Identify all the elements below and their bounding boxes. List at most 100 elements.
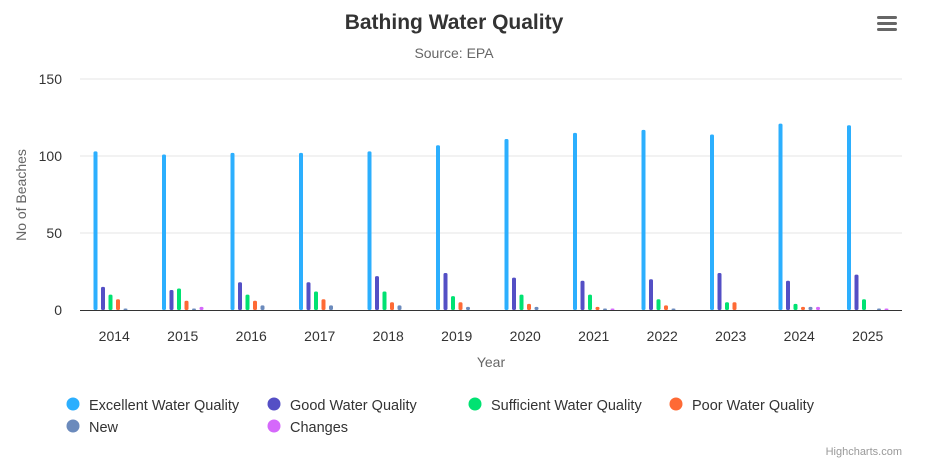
bar-good-water-quality-2018[interactable] <box>375 276 379 310</box>
bar-excellent-water-quality-2023[interactable] <box>710 134 714 310</box>
bar-excellent-water-quality-2024[interactable] <box>778 123 783 310</box>
bar-sufficient-water-quality-2023[interactable] <box>725 302 729 310</box>
bar-poor-water-quality-2019[interactable] <box>458 302 463 310</box>
bar-sufficient-water-quality-2021[interactable] <box>588 294 592 310</box>
legend-label: Sufficient Water Quality <box>491 398 642 414</box>
category-group-2017 <box>299 152 333 310</box>
bar-good-water-quality-2024[interactable] <box>786 280 790 310</box>
legend-marker <box>66 397 80 411</box>
bar-poor-water-quality-2024[interactable] <box>801 306 805 310</box>
bar-excellent-water-quality-2017[interactable] <box>299 152 303 310</box>
bar-good-water-quality-2021[interactable] <box>580 280 585 310</box>
bar-sufficient-water-quality-2025[interactable] <box>862 299 866 310</box>
x-tick-label: 2014 <box>99 328 130 344</box>
y-tick-label: 50 <box>46 225 62 241</box>
bar-sufficient-water-quality-2016[interactable] <box>245 294 250 310</box>
y-tick-label: 0 <box>54 302 62 318</box>
x-tick-label: 2023 <box>715 328 746 344</box>
bar-new-2021[interactable] <box>603 308 607 310</box>
category-group-2015 <box>162 154 204 310</box>
category-group-2020 <box>504 139 539 310</box>
bar-excellent-water-quality-2014[interactable] <box>93 151 98 310</box>
x-tick-label: 2022 <box>647 328 678 344</box>
bar-poor-water-quality-2021[interactable] <box>595 306 600 310</box>
bar-excellent-water-quality-2019[interactable] <box>436 145 440 310</box>
bar-excellent-water-quality-2015[interactable] <box>162 154 166 310</box>
bar-sufficient-water-quality-2022[interactable] <box>656 299 661 310</box>
legend-item-changes[interactable]: Changes <box>267 419 349 437</box>
bar-changes-2024[interactable] <box>816 306 820 310</box>
bar-new-2020[interactable] <box>534 306 539 310</box>
legend-marker <box>468 397 482 411</box>
bar-new-2024[interactable] <box>808 306 813 310</box>
chart-title: Bathing Water Quality <box>345 11 564 34</box>
bar-sufficient-water-quality-2018[interactable] <box>382 291 387 310</box>
bar-good-water-quality-2022[interactable] <box>649 279 653 310</box>
category-group-2016 <box>230 152 265 310</box>
category-group-2021 <box>573 132 615 310</box>
bar-new-2014[interactable] <box>123 308 128 310</box>
bar-new-2022[interactable] <box>671 308 676 310</box>
bar-new-2019[interactable] <box>466 306 470 310</box>
legend: Excellent Water Quality Good Water Qualit… <box>66 397 815 437</box>
bar-excellent-water-quality-2025[interactable] <box>847 125 851 310</box>
bar-poor-water-quality-2018[interactable] <box>390 302 394 310</box>
bar-poor-water-quality-2022[interactable] <box>664 305 668 310</box>
x-tick-label: 2020 <box>510 328 541 344</box>
bar-sufficient-water-quality-2017[interactable] <box>314 291 318 310</box>
bar-excellent-water-quality-2022[interactable] <box>641 129 646 310</box>
bar-new-2025[interactable] <box>877 308 881 310</box>
legend-marker <box>267 419 281 433</box>
bar-sufficient-water-quality-2024[interactable] <box>793 303 798 310</box>
bar-excellent-water-quality-2021[interactable] <box>573 132 577 310</box>
bar-new-2018[interactable] <box>397 305 402 310</box>
credits-link[interactable]: Highcharts.com <box>826 446 902 458</box>
x-tick-label: 2017 <box>304 328 335 344</box>
bar-poor-water-quality-2017[interactable] <box>321 299 326 310</box>
plot-area <box>93 123 889 310</box>
x-tick-label: 2019 <box>441 328 472 344</box>
bar-good-water-quality-2016[interactable] <box>238 282 242 310</box>
bar-poor-water-quality-2016[interactable] <box>253 300 257 310</box>
x-tick-label: 2018 <box>373 328 404 344</box>
category-group-2018 <box>367 151 402 310</box>
bar-excellent-water-quality-2016[interactable] <box>230 152 235 310</box>
bar-good-water-quality-2017[interactable] <box>306 282 311 310</box>
bar-poor-water-quality-2020[interactable] <box>527 303 531 310</box>
legend-item-sufficient-water-quality[interactable]: Sufficient Water Quality <box>468 397 643 415</box>
legend-item-new[interactable]: New <box>66 419 119 437</box>
bar-new-2016[interactable] <box>260 305 265 310</box>
bar-good-water-quality-2014[interactable] <box>101 286 105 310</box>
legend-item-excellent-water-quality[interactable]: Excellent Water Quality <box>66 397 240 415</box>
bar-good-water-quality-2015[interactable] <box>169 289 174 310</box>
bar-good-water-quality-2025[interactable] <box>854 274 859 310</box>
bar-sufficient-water-quality-2020[interactable] <box>519 294 524 310</box>
bar-new-2015[interactable] <box>192 308 196 310</box>
bar-excellent-water-quality-2018[interactable] <box>367 151 372 310</box>
bar-sufficient-water-quality-2015[interactable] <box>177 288 181 310</box>
legend-item-good-water-quality[interactable]: Good Water Quality <box>267 397 418 415</box>
bar-good-water-quality-2023[interactable] <box>717 273 722 310</box>
bar-new-2017[interactable] <box>329 305 333 310</box>
legend-marker <box>669 397 683 411</box>
bar-good-water-quality-2019[interactable] <box>443 273 448 310</box>
category-group-2023 <box>710 134 737 310</box>
bar-poor-water-quality-2023[interactable] <box>732 302 737 310</box>
bar-poor-water-quality-2014[interactable] <box>116 299 120 310</box>
bar-sufficient-water-quality-2019[interactable] <box>451 296 455 310</box>
bar-changes-2015[interactable] <box>199 306 204 310</box>
bar-poor-water-quality-2015[interactable] <box>184 300 189 310</box>
legend-item-poor-water-quality[interactable]: Poor Water Quality <box>669 397 815 415</box>
bar-sufficient-water-quality-2014[interactable] <box>108 294 113 310</box>
category-group-2024 <box>778 123 820 310</box>
bar-changes-2025[interactable] <box>884 308 889 310</box>
category-group-2022 <box>641 129 676 310</box>
category-group-2019 <box>436 145 470 310</box>
bar-good-water-quality-2020[interactable] <box>512 277 516 310</box>
x-axis-title: Year <box>477 354 506 370</box>
legend-marker <box>66 419 80 433</box>
bar-changes-2021[interactable] <box>610 308 615 310</box>
hamburger-menu-icon[interactable] <box>870 9 904 39</box>
x-tick-label: 2015 <box>167 328 198 344</box>
bar-excellent-water-quality-2020[interactable] <box>504 139 509 310</box>
